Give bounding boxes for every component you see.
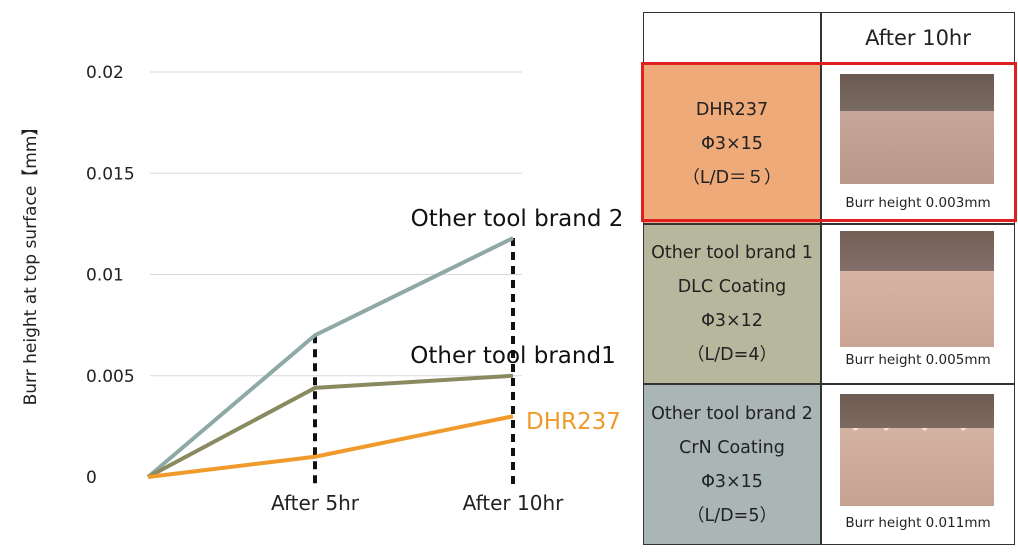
burr-height-caption: Burr height 0.003mm bbox=[845, 195, 991, 211]
time-markers bbox=[313, 238, 515, 487]
table-column-divider bbox=[820, 13, 822, 544]
x-tick-label: After 10hr bbox=[463, 491, 565, 515]
y-axis-label: Burr height at top surface【mm】 bbox=[21, 119, 41, 406]
tool-name-line: （L/D＝５） bbox=[682, 168, 782, 188]
series-label: DHR237 bbox=[526, 409, 621, 435]
tool-name-cell: Other tool brand 2 CrN Coating Φ3×15 （L/… bbox=[644, 385, 820, 544]
y-tick-label: 0 bbox=[86, 468, 97, 488]
series-lines bbox=[146, 236, 514, 479]
burr-photo bbox=[840, 231, 994, 347]
tool-name-line: CrN Coating bbox=[679, 437, 785, 458]
y-tick-label: 0.005 bbox=[86, 367, 135, 387]
tool-name-line: （L/D=4） bbox=[687, 345, 777, 365]
series-label: Other tool brand1 bbox=[410, 343, 615, 369]
burr-photo bbox=[840, 74, 994, 184]
comparison-table: After 10hr DHR237 Φ3×15 （L/D＝５） Burr hei… bbox=[643, 12, 1015, 545]
y-tick-label: 0.01 bbox=[86, 266, 124, 286]
burr-photo bbox=[840, 394, 994, 506]
tool-name-line: Φ3×15 bbox=[701, 134, 763, 154]
tool-name-cell: DHR237 Φ3×15 （L/D＝５） bbox=[644, 65, 820, 223]
chart-gridlines bbox=[150, 71, 522, 377]
burr-height-caption: Burr height 0.005mm bbox=[845, 352, 991, 368]
y-tick-label: 0.015 bbox=[86, 164, 135, 184]
table-row-divider bbox=[644, 223, 1014, 225]
tool-name-line: DHR237 bbox=[695, 100, 769, 120]
tool-name-cell: Other tool brand 1 DLC Coating Φ3×12 （L/… bbox=[644, 225, 820, 383]
tool-name-line: DLC Coating bbox=[677, 277, 787, 297]
burr-photo-cell: Burr height 0.011mm bbox=[822, 385, 1014, 544]
tool-name-line: Φ3×12 bbox=[701, 311, 763, 331]
series-line-2 bbox=[147, 414, 514, 479]
y-axis-ticks: 0 0.005 0.01 0.015 0.02 bbox=[86, 63, 135, 488]
burr-height-caption: Burr height 0.011mm bbox=[845, 515, 991, 531]
tool-name-line: Φ3×15 bbox=[701, 471, 763, 492]
y-tick-label: 0.02 bbox=[86, 63, 124, 83]
table-header-after-10hr: After 10hr bbox=[865, 26, 971, 50]
series-labels: Other tool brand 2 Other tool brand1 DHR23… bbox=[410, 206, 623, 435]
table-row-divider bbox=[644, 383, 1014, 385]
burr-photo-cell: Burr height 0.003mm bbox=[822, 65, 1014, 223]
series-line-1 bbox=[147, 373, 514, 479]
x-axis-ticks: After 5hr After 10hr bbox=[271, 491, 564, 515]
tool-name-line: Other tool brand 2 bbox=[651, 403, 813, 424]
series-line-0 bbox=[146, 236, 514, 479]
tool-name-line: （L/D=5） bbox=[687, 505, 777, 526]
x-tick-label: After 5hr bbox=[271, 491, 360, 515]
tool-name-line: Other tool brand 1 bbox=[651, 243, 813, 263]
burr-photo-cell: Burr height 0.005mm bbox=[822, 225, 1014, 383]
series-label: Other tool brand 2 bbox=[411, 206, 624, 232]
